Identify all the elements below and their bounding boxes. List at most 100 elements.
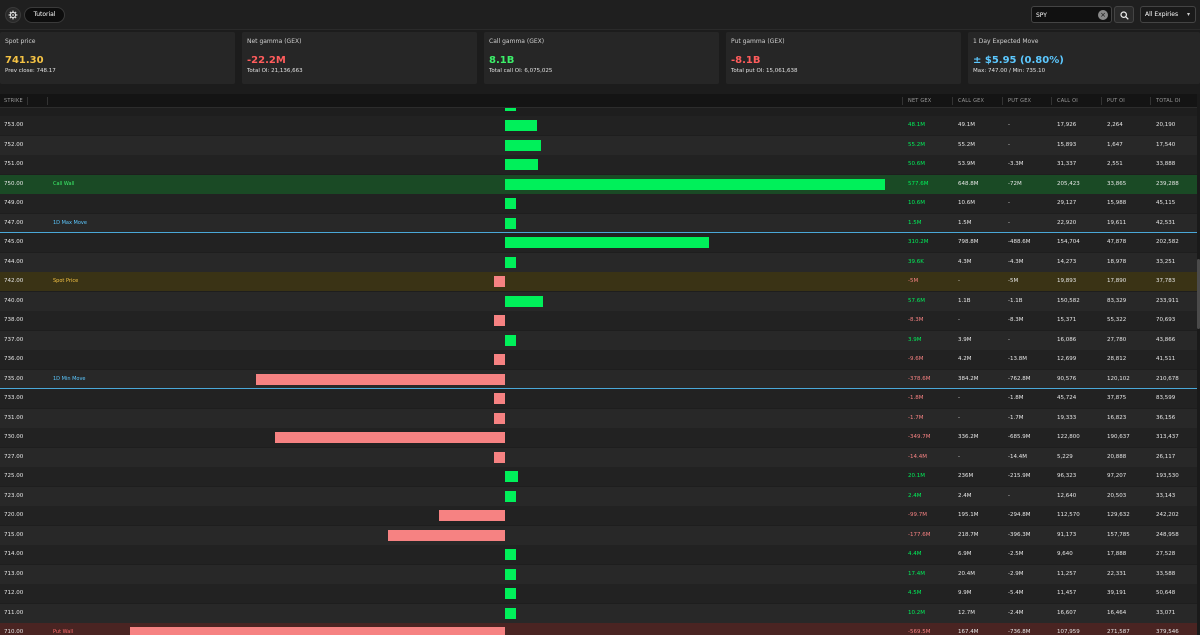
gex-bar	[494, 393, 505, 404]
table-row[interactable]: 751.00 50.6M 53.9M -3.3M 31,337 2,551 33,888	[0, 155, 1197, 174]
col-header-call-gex[interactable]: CALL GEX	[958, 98, 985, 104]
net-gex-cell: -14.4M	[908, 453, 927, 460]
call-gex-cell: 218.7M	[958, 531, 979, 538]
settings-button[interactable]	[5, 7, 21, 23]
net-gex-cell: -569.5M	[908, 629, 931, 635]
strike-cell: 736.00	[4, 356, 24, 362]
col-header-total-oi[interactable]: TOTAL OI	[1156, 98, 1181, 104]
gex-bar	[505, 295, 543, 307]
table-row[interactable]: 744.00 39.6K 4.3M -4.3M 14,273 18,978 33,251	[0, 252, 1197, 272]
table-row[interactable]: 737.00 3.9M 3.9M - 16,086 27,780 43,866	[0, 330, 1197, 350]
put-gex-cell: -488.6M	[1008, 239, 1031, 245]
table-row[interactable]: 731.00 -1.7M - -1.7M 19,333 16,823 36,156	[0, 408, 1197, 428]
gex-bar	[494, 354, 505, 365]
call-gex-cell: 1.5M	[958, 219, 972, 226]
net-gex-cell: 10.6M	[908, 200, 925, 206]
call-gex-cell: 195.1M	[958, 512, 979, 518]
table-row[interactable]: 745.00 310.2M 798.8M -488.6M 154,704 47,878 20…	[0, 233, 1197, 252]
call-oi-cell: 17,926	[1057, 122, 1077, 128]
call-gamma-card: Call gamma (GEX) 8.1B Total call OI: 6,0…	[484, 32, 719, 84]
net-gex-cell: 17.4M	[908, 570, 925, 577]
table-row[interactable]: 712.00 4.5M 9.9M -5.4M 11,457 39,191 50,648	[0, 584, 1197, 603]
gex-bar	[494, 412, 505, 424]
call-gex-cell: -	[958, 414, 960, 421]
search-button[interactable]	[1114, 6, 1134, 23]
table-row[interactable]: 713.00 17.4M 20.4M -2.9M 11,257 22,331 33,588	[0, 564, 1197, 584]
table-row[interactable]: 753.00 48.1M 49.1M - 17,926 2,264 20,190	[0, 116, 1197, 135]
gex-bar	[505, 568, 517, 580]
call-oi-cell: 16,607	[1057, 609, 1077, 616]
expiry-select[interactable]: All Expiries ▾	[1140, 6, 1196, 23]
card-label: Put gamma (GEX)	[731, 38, 785, 45]
col-header-call-oi[interactable]: CALL OI	[1057, 98, 1078, 104]
clear-icon[interactable]: ×	[1098, 10, 1108, 20]
strike-cell: 740.00	[4, 297, 24, 304]
total-oi-cell: 33,143	[1156, 492, 1176, 499]
net-gex-cell: 2.4M	[908, 492, 922, 499]
put-gex-cell: -	[1008, 492, 1010, 499]
strike-cell: 715.00	[4, 531, 24, 538]
call-gex-cell: 49.1M	[958, 122, 975, 128]
ticker-search-box[interactable]: ×	[1031, 6, 1112, 23]
net-gex-cell: 50.6M	[908, 161, 925, 167]
table-row[interactable]: 750.00 Call Wall 577.6M 648.8M -72M 205,423 33…	[0, 174, 1197, 194]
put-oi-cell: 120,102	[1107, 375, 1130, 382]
gex-bar	[255, 373, 505, 385]
table-row[interactable]: 752.00 55.2M 55.2M - 15,893 1,647 17,540	[0, 135, 1197, 155]
table-scrollbar[interactable]	[1197, 94, 1200, 635]
put-oi-cell: 22,331	[1107, 570, 1127, 577]
gex-bar	[505, 139, 542, 151]
col-header-put-gex[interactable]: PUT GEX	[1008, 98, 1032, 104]
scrollbar-thumb[interactable]	[1197, 259, 1200, 329]
table-row[interactable]: 733.00 -1.8M - -1.8M 45,724 37,875 83,599	[0, 389, 1197, 408]
table-row[interactable]: 742.00 Spot Price -5M - -5M 19,893 17,890 37,78…	[0, 272, 1197, 291]
put-oi-cell: 271,587	[1107, 629, 1130, 635]
table-row[interactable]: 735.00 1D Min Move -378.6M 384.2M -762.8M 90,…	[0, 369, 1197, 389]
gex-bar	[505, 159, 539, 170]
call-oi-cell: 16,086	[1057, 336, 1077, 343]
put-gex-cell: -1.7M	[1008, 414, 1024, 421]
total-oi-cell: 70,693	[1156, 317, 1176, 323]
table-row[interactable]: 747.00 1D Max Move 1.5M 1.5M - 22,920 19,611 42…	[0, 213, 1197, 233]
gex-bar	[274, 432, 505, 443]
table-row[interactable]: 736.00 -9.6M 4.2M -13.8M 12,699 28,812 41,511	[0, 350, 1197, 369]
call-oi-cell: 91,173	[1057, 531, 1077, 538]
net-gex-cell: -177.6M	[908, 531, 931, 538]
table-row[interactable]: 714.00 4.4M 6.9M -2.5M 9,640 17,888 27,528	[0, 545, 1197, 564]
strike-cell: 752.00	[4, 141, 24, 148]
put-gex-cell: -2.4M	[1008, 609, 1024, 616]
table-row[interactable]: 720.00 -99.7M 195.1M -294.8M 112,570 129,632 2…	[0, 506, 1197, 525]
table-row[interactable]: 749.00 10.6M 10.6M - 29,127 15,988 45,115	[0, 194, 1197, 213]
call-oi-cell: 22,920	[1057, 219, 1077, 226]
put-oi-cell: 16,464	[1107, 609, 1127, 616]
strike-cell: 723.00	[4, 492, 24, 499]
col-header-put-oi[interactable]: PUT OI	[1107, 98, 1125, 104]
table-row[interactable]: 723.00 2.4M 2.4M - 12,640 20,503 33,143	[0, 486, 1197, 506]
put-oi-cell: 2,264	[1107, 122, 1123, 128]
call-oi-cell: 31,337	[1057, 161, 1077, 167]
put-oi-cell: 17,890	[1107, 278, 1127, 284]
table-row[interactable]: 738.00 -8.3M - -8.3M 15,371 55,322 70,693	[0, 311, 1197, 330]
table-row[interactable]: 715.00 -177.6M 218.7M -396.3M 91,173 157,785 2…	[0, 525, 1197, 545]
search-icon	[1120, 11, 1129, 20]
level-tag: Spot Price	[53, 278, 79, 284]
level-tag: 1D Min Move	[53, 375, 86, 382]
strike-cell: 711.00	[4, 609, 24, 616]
call-gex-cell: 55.2M	[958, 141, 975, 148]
col-header-strike[interactable]: STRIKE	[4, 98, 23, 104]
table-row[interactable]: 710.00 Put Wall -569.5M 167.4M -736.8M 107,95…	[0, 623, 1197, 635]
ticker-search-input[interactable]	[1036, 9, 1096, 21]
net-gex-cell: 4.4M	[908, 551, 922, 557]
call-oi-cell: 14,273	[1057, 258, 1077, 265]
call-oi-cell: 45,724	[1057, 395, 1077, 401]
tutorial-button[interactable]: Tutorial	[24, 7, 65, 23]
table-row[interactable]: 727.00 -14.4M - -14.4M 5,229 20,888 26,117	[0, 447, 1197, 467]
table-row[interactable]: 711.00 10.2M 12.7M -2.4M 16,607 16,464 33,071	[0, 603, 1197, 623]
table-row[interactable]: 730.00 -349.7M 336.2M -685.9M 122,800 190,637…	[0, 428, 1197, 447]
table-row[interactable]: 725.00 20.1M 236M -215.9M 96,323 97,207 193,53…	[0, 467, 1197, 486]
net-gex-cell: 55.2M	[908, 141, 925, 148]
total-oi-cell: 233,911	[1156, 297, 1179, 304]
call-oi-cell: 9,640	[1057, 551, 1073, 557]
col-header-net-gex[interactable]: NET GEX	[908, 98, 932, 104]
table-row[interactable]: 740.00 57.6M 1.1B -1.1B 150,582 83,329 233,911	[0, 291, 1197, 311]
